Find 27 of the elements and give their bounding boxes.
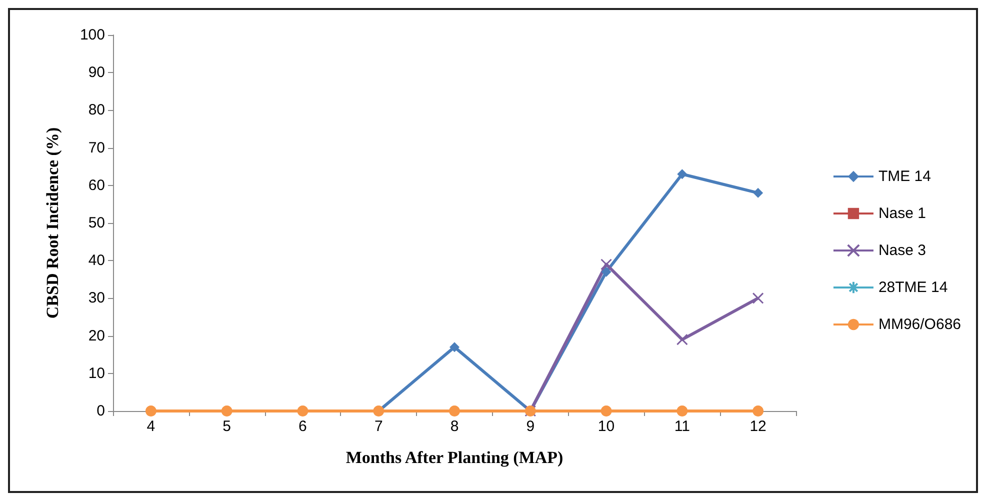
y-tick-label: 70: [88, 139, 105, 156]
x-tick-label: 12: [750, 418, 766, 435]
y-axis-title: CBSD Root Incidence (%): [43, 127, 62, 319]
x-tick-label: 5: [222, 418, 232, 435]
x-tick-label: 8: [450, 418, 459, 435]
x-tick-label: 6: [298, 418, 307, 435]
y-tick-label: 0: [96, 402, 105, 420]
legend-label: MM96/O686: [878, 316, 962, 333]
x-tick-label: 10: [598, 418, 615, 435]
y-tick-label: 80: [88, 102, 105, 119]
legend-label: TME 14: [878, 168, 931, 185]
legend-label: Nase 1: [878, 205, 926, 222]
legend-label: 28TME 14: [878, 279, 948, 296]
x-tick-label: 11: [674, 418, 690, 435]
legend-label: Nase 3: [878, 242, 926, 259]
y-tick-label: 90: [88, 64, 105, 82]
y-tick-label: 30: [88, 290, 105, 307]
x-tick-label: 9: [526, 418, 535, 435]
x-axis-title: Months After Planting (MAP): [346, 448, 564, 467]
y-tick-label: 100: [80, 26, 105, 44]
y-tick-label: 20: [88, 327, 105, 344]
y-tick-label: 10: [88, 364, 105, 382]
x-tick-label: 4: [146, 418, 156, 435]
x-tick-label: 7: [374, 418, 383, 435]
y-tick-label: 50: [88, 214, 105, 232]
y-tick-label: 40: [88, 252, 105, 270]
y-tick-label: 60: [88, 176, 105, 194]
